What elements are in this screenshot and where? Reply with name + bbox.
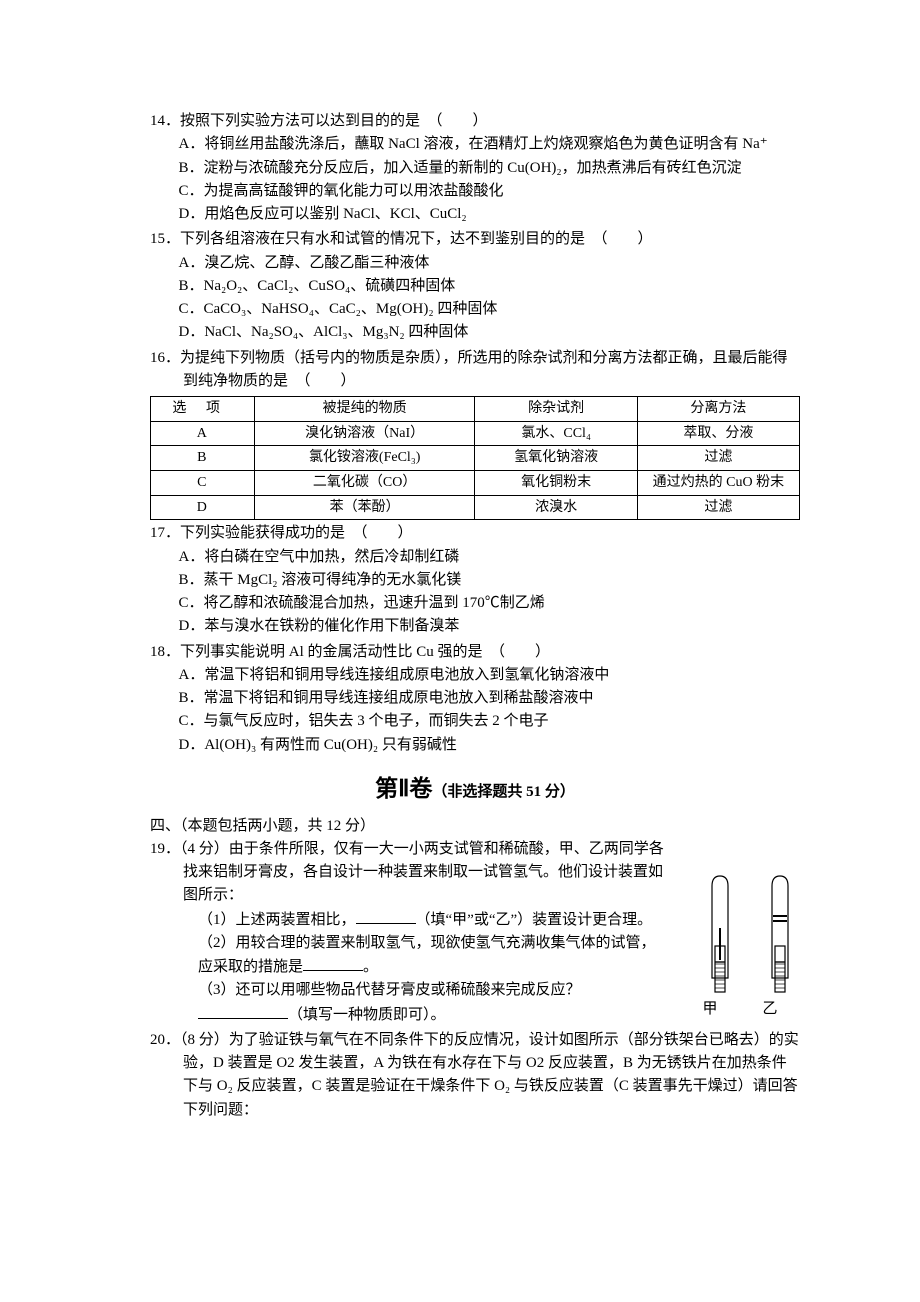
q17-option-A: A．将白磷在空气中加热，然后冷却制红磷 (150, 546, 800, 569)
q16-r1c0: B (151, 446, 255, 471)
q15-stem: 15．下列各组溶液在只有水和试管的情况下，达不到鉴别目的的是 （ ） (150, 228, 800, 251)
label-jia: 甲 (702, 998, 717, 1021)
q18-option-D: D．Al(OH)₃ 有两性而 Cu(OH)₂ 只有弱碱性 (150, 734, 800, 757)
q16-r0c2: 氯水、CCl₄ (475, 421, 637, 446)
q14-option-A: A．将铜丝用盐酸洗涤后，蘸取 NaCl 溶液，在酒精灯上灼烧观察焰色为黄色证明含… (150, 133, 800, 156)
q18-option-B: B．常温下将铝和铜用导线连接组成原电池放入到稀盐酸溶液中 (150, 687, 800, 710)
q16-stem: 16．为提纯下列物质（括号内的物质是杂质），所选用的除杂试剂和分离方法都正确，且… (150, 347, 800, 394)
q14-stem: 14．按照下列实验方法可以达到目的的是 （ ） (150, 110, 800, 133)
q17-stem: 17．下列实验能获得成功的是 （ ） (150, 522, 800, 545)
q19-sub3b: （填写一种物质即可）。 (150, 1003, 670, 1027)
part-4-label: 四、（本题包括两小题，共 12 分） (150, 815, 800, 838)
q16-r3c1: 苯（苯酚） (254, 495, 475, 520)
table-row: B 氯化铵溶液(FeCl₃) 氢氧化钠溶液 过滤 (151, 446, 800, 471)
q16-table: 选项 被提纯的物质 除杂试剂 分离方法 A 溴化钠溶液（NaI） 氯水、CCl₄… (150, 396, 800, 520)
q19-stem: 19．（4 分）由于条件所限，仅有一大一小两支试管和稀硫酸，甲、乙两同学各找来铝… (150, 838, 670, 908)
q17-option-B: B．蒸干 MgCl₂ 溶液可得纯净的无水氯化镁 (150, 569, 800, 592)
tube-jia-icon (699, 868, 721, 998)
q19-sub2: （2）用较合理的装置来制取氢气，现欲使氢气充满收集气体的试管，应采取的措施是。 (150, 932, 670, 980)
q14-option-B: B．淀粉与浓硫酸充分反应后，加入适量的新制的 Cu(OH)₂，加热煮沸后有砖红色… (150, 157, 800, 180)
question-18: 18．下列事实能说明 Al 的金属活动性比 Cu 强的是 （ ） A．常温下将铝… (150, 641, 800, 757)
q16-r1c2: 氢氧化钠溶液 (475, 446, 637, 471)
q15-option-C: C．CaCO₃、NaHSO₄、CaC₂、Mg(OH)₂ 四种固体 (150, 298, 800, 321)
exam-page: 14．按照下列实验方法可以达到目的的是 （ ） A．将铜丝用盐酸洗涤后，蘸取 N… (0, 0, 920, 1204)
q16-r3c3: 过滤 (637, 495, 799, 520)
q18-option-A: A．常温下将铝和铜用导线连接组成原电池放入到氢氧化钠溶液中 (150, 664, 800, 687)
q17-option-D: D．苯与溴水在铁粉的催化作用下制备溴苯 (150, 615, 800, 638)
question-15: 15．下列各组溶液在只有水和试管的情况下，达不到鉴别目的的是 （ ） A．溴乙烷… (150, 228, 800, 344)
q15-option-A: A．溴乙烷、乙醇、乙酸乙酯三种液体 (150, 252, 800, 275)
tube-pair (680, 868, 800, 998)
table-row: A 溴化钠溶液（NaI） 氯水、CCl₄ 萃取、分液 (151, 421, 800, 446)
q16-r0c1: 溴化钠溶液（NaI） (254, 421, 475, 446)
q16-r2c0: C (151, 471, 255, 496)
q20-stem: 20．（8 分）为了验证铁与氧气在不同条件下的反应情况，设计如图所示（部分铁架台… (150, 1029, 800, 1122)
q19-sub1: （1）上述两装置相比， （填“甲”或“乙”）装置设计更合理。 (150, 908, 670, 932)
q19-p3a: （3）还可以用哪些物品代替牙膏皮或稀硫酸来完成反应？ (198, 982, 581, 998)
q16-r0c0: A (151, 421, 255, 446)
q15-option-D: D．NaCl、Na₂SO₄、AlCl₃、Mg₃N₂ 四种固体 (150, 321, 800, 344)
q19-sub3: （3）还可以用哪些物品代替牙膏皮或稀硫酸来完成反应？ (150, 979, 670, 1002)
q16-h2: 除杂试剂 (475, 397, 637, 422)
q18-option-C: C．与氯气反应时，铝失去 3 个电子，而铜失去 2 个电子 (150, 710, 800, 733)
label-yi: 乙 (762, 998, 777, 1021)
q19-p1a: （1）上述两装置相比， (198, 912, 356, 928)
question-16: 16．为提纯下列物质（括号内的物质是杂质），所选用的除杂试剂和分离方法都正确，且… (150, 347, 800, 521)
section-2-sub: （非选择题共 51 分） (432, 784, 575, 800)
q14-option-D: D．用焰色反应可以鉴别 NaCl、KCl、CuCl₂ (150, 203, 800, 226)
tube-yi-icon (759, 868, 781, 998)
table-row: D 苯（苯酚） 浓溴水 过滤 (151, 495, 800, 520)
q16-r1c1: 氯化铵溶液(FeCl₃) (254, 446, 475, 471)
q19-p3b: （填写一种物质即可）。 (288, 1007, 446, 1023)
q18-stem: 18．下列事实能说明 Al 的金属活动性比 Cu 强的是 （ ） (150, 641, 800, 664)
q16-r3c0: D (151, 495, 255, 520)
q16-h0: 选项 (151, 397, 255, 422)
question-20: 20．（8 分）为了验证铁与氧气在不同条件下的反应情况，设计如图所示（部分铁架台… (150, 1029, 800, 1122)
question-14: 14．按照下列实验方法可以达到目的的是 （ ） A．将铜丝用盐酸洗涤后，蘸取 N… (150, 110, 800, 226)
table-row: 选项 被提纯的物质 除杂试剂 分离方法 (151, 397, 800, 422)
q19-p2a: （2）用较合理的装置来制取氢气，现欲使氢气充满收集气体的试管，应采取的措施是 (198, 935, 656, 975)
q16-r0c3: 萃取、分液 (637, 421, 799, 446)
q14-option-C: C．为提高高锰酸钾的氧化能力可以用浓盐酸酸化 (150, 180, 800, 203)
q16-r3c2: 浓溴水 (475, 495, 637, 520)
table-row: C 二氧化碳（CO） 氧化铜粉末 通过灼热的 CuO 粉末 (151, 471, 800, 496)
question-19: 19．（4 分）由于条件所限，仅有一大一小两支试管和稀硫酸，甲、乙两同学各找来铝… (150, 838, 800, 1027)
tube-labels: 甲 乙 (680, 998, 800, 1021)
q16-r2c2: 氧化铜粉末 (475, 471, 637, 496)
q19-p2b: 。 (363, 959, 378, 975)
section-2-title: 第Ⅱ卷（非选择题共 51 分） (150, 771, 800, 807)
blank-fill (356, 908, 416, 924)
q16-h1: 被提纯的物质 (254, 397, 475, 422)
question-17: 17．下列实验能获得成功的是 （ ） A．将白磷在空气中加热，然后冷却制红磷 B… (150, 522, 800, 638)
q19-figure: 甲 乙 (680, 868, 800, 1021)
q19-p1b: （填“甲”或“乙”）装置设计更合理。 (416, 912, 653, 928)
q16-r2c1: 二氧化碳（CO） (254, 471, 475, 496)
q17-option-C: C．将乙醇和浓硫酸混合加热，迅速升温到 170℃制乙烯 (150, 592, 800, 615)
section-2-main: 第Ⅱ卷 (375, 776, 432, 801)
q16-r2c3: 通过灼热的 CuO 粉末 (637, 471, 799, 496)
q16-r1c3: 过滤 (637, 446, 799, 471)
q15-option-B: B．Na₂O₂、CaCl₂、CuSO₄、硫磺四种固体 (150, 275, 800, 298)
blank-fill (198, 1003, 288, 1019)
blank-fill (303, 955, 363, 971)
q16-h3: 分离方法 (637, 397, 799, 422)
